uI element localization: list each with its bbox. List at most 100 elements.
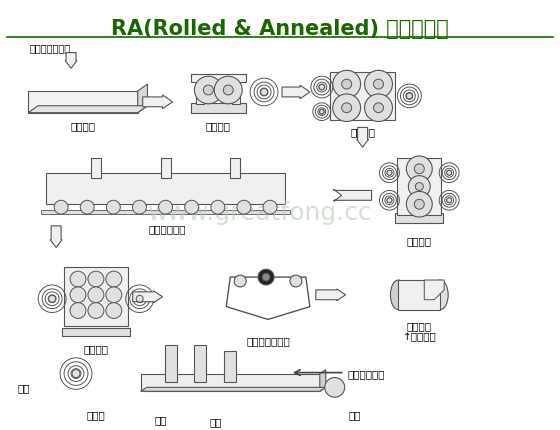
Text: www.greatfong.cc: www.greatfong.cc	[148, 201, 372, 225]
Circle shape	[106, 287, 122, 303]
Circle shape	[407, 93, 412, 99]
Circle shape	[333, 94, 361, 122]
Circle shape	[72, 370, 80, 378]
Bar	[194, 345, 207, 382]
Bar	[398, 158, 441, 215]
Circle shape	[342, 79, 352, 89]
Circle shape	[203, 85, 213, 95]
Text: 表面處理工程: 表面處理工程	[348, 370, 385, 380]
Bar	[232, 82, 240, 104]
Text: （鑄胚）: （鑄胚）	[71, 122, 96, 132]
Circle shape	[133, 200, 146, 214]
Polygon shape	[28, 106, 147, 113]
Circle shape	[262, 273, 270, 281]
Circle shape	[88, 271, 104, 287]
Circle shape	[211, 200, 225, 214]
Polygon shape	[28, 91, 138, 113]
Circle shape	[106, 271, 122, 287]
Text: 防錆: 防錆	[209, 417, 222, 427]
Polygon shape	[357, 127, 368, 147]
Text: RA(Rolled & Annealed) 銅生產流程: RA(Rolled & Annealed) 銅生產流程	[111, 19, 449, 39]
Circle shape	[319, 84, 325, 90]
Circle shape	[320, 110, 324, 114]
Text: （面削）: （面削）	[350, 127, 375, 138]
Circle shape	[223, 85, 233, 95]
Circle shape	[158, 200, 172, 214]
Polygon shape	[334, 190, 371, 201]
Circle shape	[290, 275, 302, 287]
Bar	[46, 173, 285, 204]
Circle shape	[325, 378, 344, 397]
Circle shape	[70, 287, 86, 303]
Circle shape	[70, 271, 86, 287]
Circle shape	[237, 200, 251, 214]
Text: （退火酸洗）: （退火酸洗）	[148, 224, 186, 234]
Text: （中軋）: （中軋）	[407, 236, 432, 246]
Bar	[161, 158, 171, 178]
Circle shape	[447, 198, 452, 203]
Text: 前處理: 前處理	[87, 410, 105, 420]
Circle shape	[80, 200, 94, 214]
Text: 粗化: 粗化	[155, 415, 167, 425]
Circle shape	[414, 164, 424, 174]
Circle shape	[106, 303, 122, 319]
Polygon shape	[424, 280, 444, 300]
Polygon shape	[143, 95, 172, 109]
Circle shape	[136, 295, 143, 302]
Bar	[230, 158, 240, 178]
Polygon shape	[138, 84, 147, 113]
Text: （精軋）: （精軋）	[83, 344, 109, 354]
Bar	[224, 351, 236, 382]
Text: （脫脂、洗淨）: （脫脂、洗淨）	[246, 336, 290, 346]
Circle shape	[88, 303, 104, 319]
Circle shape	[407, 191, 432, 217]
Ellipse shape	[432, 280, 448, 310]
Text: ↑原箔工程: ↑原箔工程	[403, 332, 436, 342]
Bar	[398, 280, 440, 310]
Polygon shape	[141, 387, 326, 391]
Text: （熱軋）: （熱軋）	[206, 122, 231, 132]
Circle shape	[88, 287, 104, 303]
Bar	[191, 74, 246, 82]
Circle shape	[234, 275, 246, 287]
Polygon shape	[316, 289, 346, 301]
Bar	[165, 345, 176, 382]
Circle shape	[54, 200, 68, 214]
Circle shape	[185, 200, 199, 214]
Bar	[330, 72, 395, 120]
Circle shape	[263, 200, 277, 214]
Bar	[91, 158, 101, 178]
Polygon shape	[50, 226, 62, 248]
Circle shape	[365, 94, 393, 122]
Circle shape	[49, 295, 55, 302]
Circle shape	[260, 89, 268, 95]
Circle shape	[194, 76, 222, 104]
Circle shape	[365, 71, 393, 98]
Circle shape	[387, 170, 392, 175]
Circle shape	[408, 176, 430, 197]
Circle shape	[333, 71, 361, 98]
Ellipse shape	[390, 280, 407, 310]
Text: 原箔: 原箔	[17, 384, 30, 393]
Circle shape	[407, 156, 432, 181]
Circle shape	[342, 103, 352, 113]
Circle shape	[258, 269, 274, 285]
Circle shape	[414, 199, 424, 209]
Bar	[62, 328, 130, 336]
Circle shape	[447, 170, 452, 175]
Bar	[197, 82, 204, 104]
Text: 成品: 成品	[348, 410, 361, 420]
Polygon shape	[141, 374, 320, 391]
Bar	[191, 103, 246, 113]
Circle shape	[416, 183, 423, 190]
Polygon shape	[133, 291, 162, 303]
Polygon shape	[320, 370, 326, 391]
Circle shape	[106, 200, 120, 214]
Bar	[41, 210, 290, 214]
Circle shape	[214, 76, 242, 104]
Circle shape	[374, 79, 384, 89]
Circle shape	[70, 303, 86, 319]
Text: （原箔）: （原箔）	[407, 321, 432, 332]
Bar	[395, 213, 443, 223]
Text: （溶層、鑄造）: （溶層、鑄造）	[29, 43, 71, 53]
